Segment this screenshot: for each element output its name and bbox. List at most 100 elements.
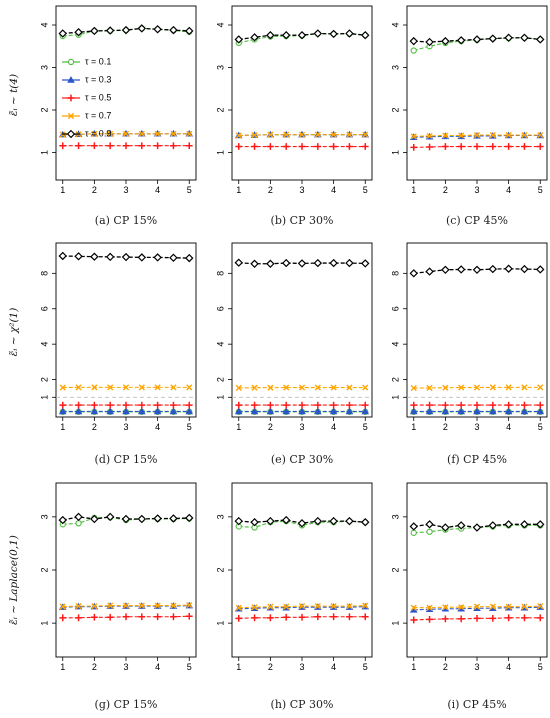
data-point xyxy=(298,407,306,415)
data-point xyxy=(536,407,545,415)
x-tick-label: 1 xyxy=(60,422,65,432)
data-point xyxy=(426,401,433,409)
data-point xyxy=(185,513,194,523)
data-point xyxy=(472,523,482,532)
x-tick-label: 4 xyxy=(506,662,511,672)
row-label-laplace: ε̃ᵢ ∼ Laplace(0,1) xyxy=(8,535,20,625)
legend-label: τ = 0.7 xyxy=(85,110,111,120)
data-point xyxy=(456,265,466,274)
data-point xyxy=(457,407,465,415)
data-point xyxy=(185,401,193,409)
data-point xyxy=(122,602,130,609)
y-tick-label: 2 xyxy=(390,107,400,112)
data-point xyxy=(75,520,82,527)
data-point xyxy=(426,384,433,392)
panel-g: 1 2 3 1 2 3 4 5 (g) CP 15% xyxy=(39,482,197,711)
x-tick-label: 5 xyxy=(363,422,368,432)
x-tick-label: 3 xyxy=(123,185,128,195)
data-point xyxy=(121,514,131,524)
row-label-chisq: ε̃ᵢ ∼ χ²(1) xyxy=(8,308,20,357)
x-tick-label: 4 xyxy=(155,185,160,195)
panel-c: 1 2 3 4 1 2 3 4 5 (c) CP 45% xyxy=(390,5,548,227)
data-point xyxy=(266,259,275,268)
x-tick-label: 4 xyxy=(506,422,511,432)
data-point xyxy=(90,407,99,415)
data-point xyxy=(170,602,177,609)
plot-frame xyxy=(406,482,548,658)
data-point xyxy=(106,142,114,150)
data-point xyxy=(330,603,337,610)
data-point xyxy=(90,401,98,409)
data-point xyxy=(74,407,83,415)
data-point xyxy=(520,33,529,42)
data-point xyxy=(266,401,274,409)
data-point xyxy=(234,35,243,44)
x-tick-label: 1 xyxy=(60,185,65,195)
data-point xyxy=(314,384,321,391)
x-tick-label: 2 xyxy=(268,662,273,672)
data-point xyxy=(105,252,115,262)
data-point xyxy=(410,47,417,54)
data-point xyxy=(297,30,307,40)
x-tick-label: 3 xyxy=(474,185,479,195)
data-point xyxy=(267,131,274,138)
data-point xyxy=(298,613,306,621)
y-tick-label: 2 xyxy=(390,377,400,382)
data-point xyxy=(313,29,323,38)
x-tick-label: 2 xyxy=(268,422,273,432)
y-tick-label: 3 xyxy=(215,514,225,519)
legend-marker xyxy=(67,112,75,120)
y-tick-label: 8 xyxy=(39,271,49,276)
data-point xyxy=(361,30,370,40)
data-point xyxy=(282,143,290,150)
y-tick-label: 3 xyxy=(39,514,49,519)
data-point xyxy=(58,407,67,415)
panel-caption: (h) CP 30% xyxy=(271,698,334,711)
data-point xyxy=(298,603,306,610)
data-point xyxy=(536,401,544,409)
x-tick-label: 1 xyxy=(236,185,241,195)
y-tick-label: 1 xyxy=(390,621,400,626)
legend-label: τ = 0.9 xyxy=(85,128,111,138)
data-point xyxy=(329,516,338,526)
y-tick-label: 8 xyxy=(215,271,225,276)
data-point xyxy=(59,614,67,622)
x-tick-label: 1 xyxy=(236,662,241,672)
data-point xyxy=(426,528,433,535)
y-tick-label: 1 xyxy=(39,395,49,400)
x-tick-label: 1 xyxy=(411,422,416,432)
y-tick-label: 3 xyxy=(390,514,400,519)
plot-frame xyxy=(231,482,373,658)
data-point xyxy=(282,407,290,415)
data-point xyxy=(122,384,130,391)
data-point xyxy=(138,602,145,609)
data-point xyxy=(122,407,130,415)
data-point xyxy=(457,615,465,623)
data-point xyxy=(505,143,513,150)
data-point xyxy=(458,384,465,391)
data-point xyxy=(409,36,418,46)
data-point xyxy=(441,407,450,415)
plot-frame xyxy=(55,242,197,418)
data-point xyxy=(185,407,194,415)
data-point xyxy=(457,401,465,409)
x-tick-label: 3 xyxy=(123,662,128,672)
data-point xyxy=(185,253,194,263)
data-point xyxy=(137,24,147,33)
data-point xyxy=(346,384,353,391)
panel-caption: (i) CP 45% xyxy=(447,698,506,711)
data-point xyxy=(251,614,258,622)
x-tick-label: 3 xyxy=(299,422,304,432)
x-tick-label: 4 xyxy=(155,662,160,672)
x-tick-label: 2 xyxy=(92,185,97,195)
data-point xyxy=(122,613,130,621)
data-point xyxy=(456,36,466,45)
data-point xyxy=(410,604,417,611)
data-point xyxy=(154,401,162,409)
data-point xyxy=(74,252,83,261)
data-point xyxy=(250,33,259,42)
data-point xyxy=(345,29,354,38)
panel-h: 1 2 3 1 2 3 4 5 (h) CP 30% xyxy=(215,482,373,711)
data-point xyxy=(59,142,67,150)
data-point xyxy=(536,265,545,274)
